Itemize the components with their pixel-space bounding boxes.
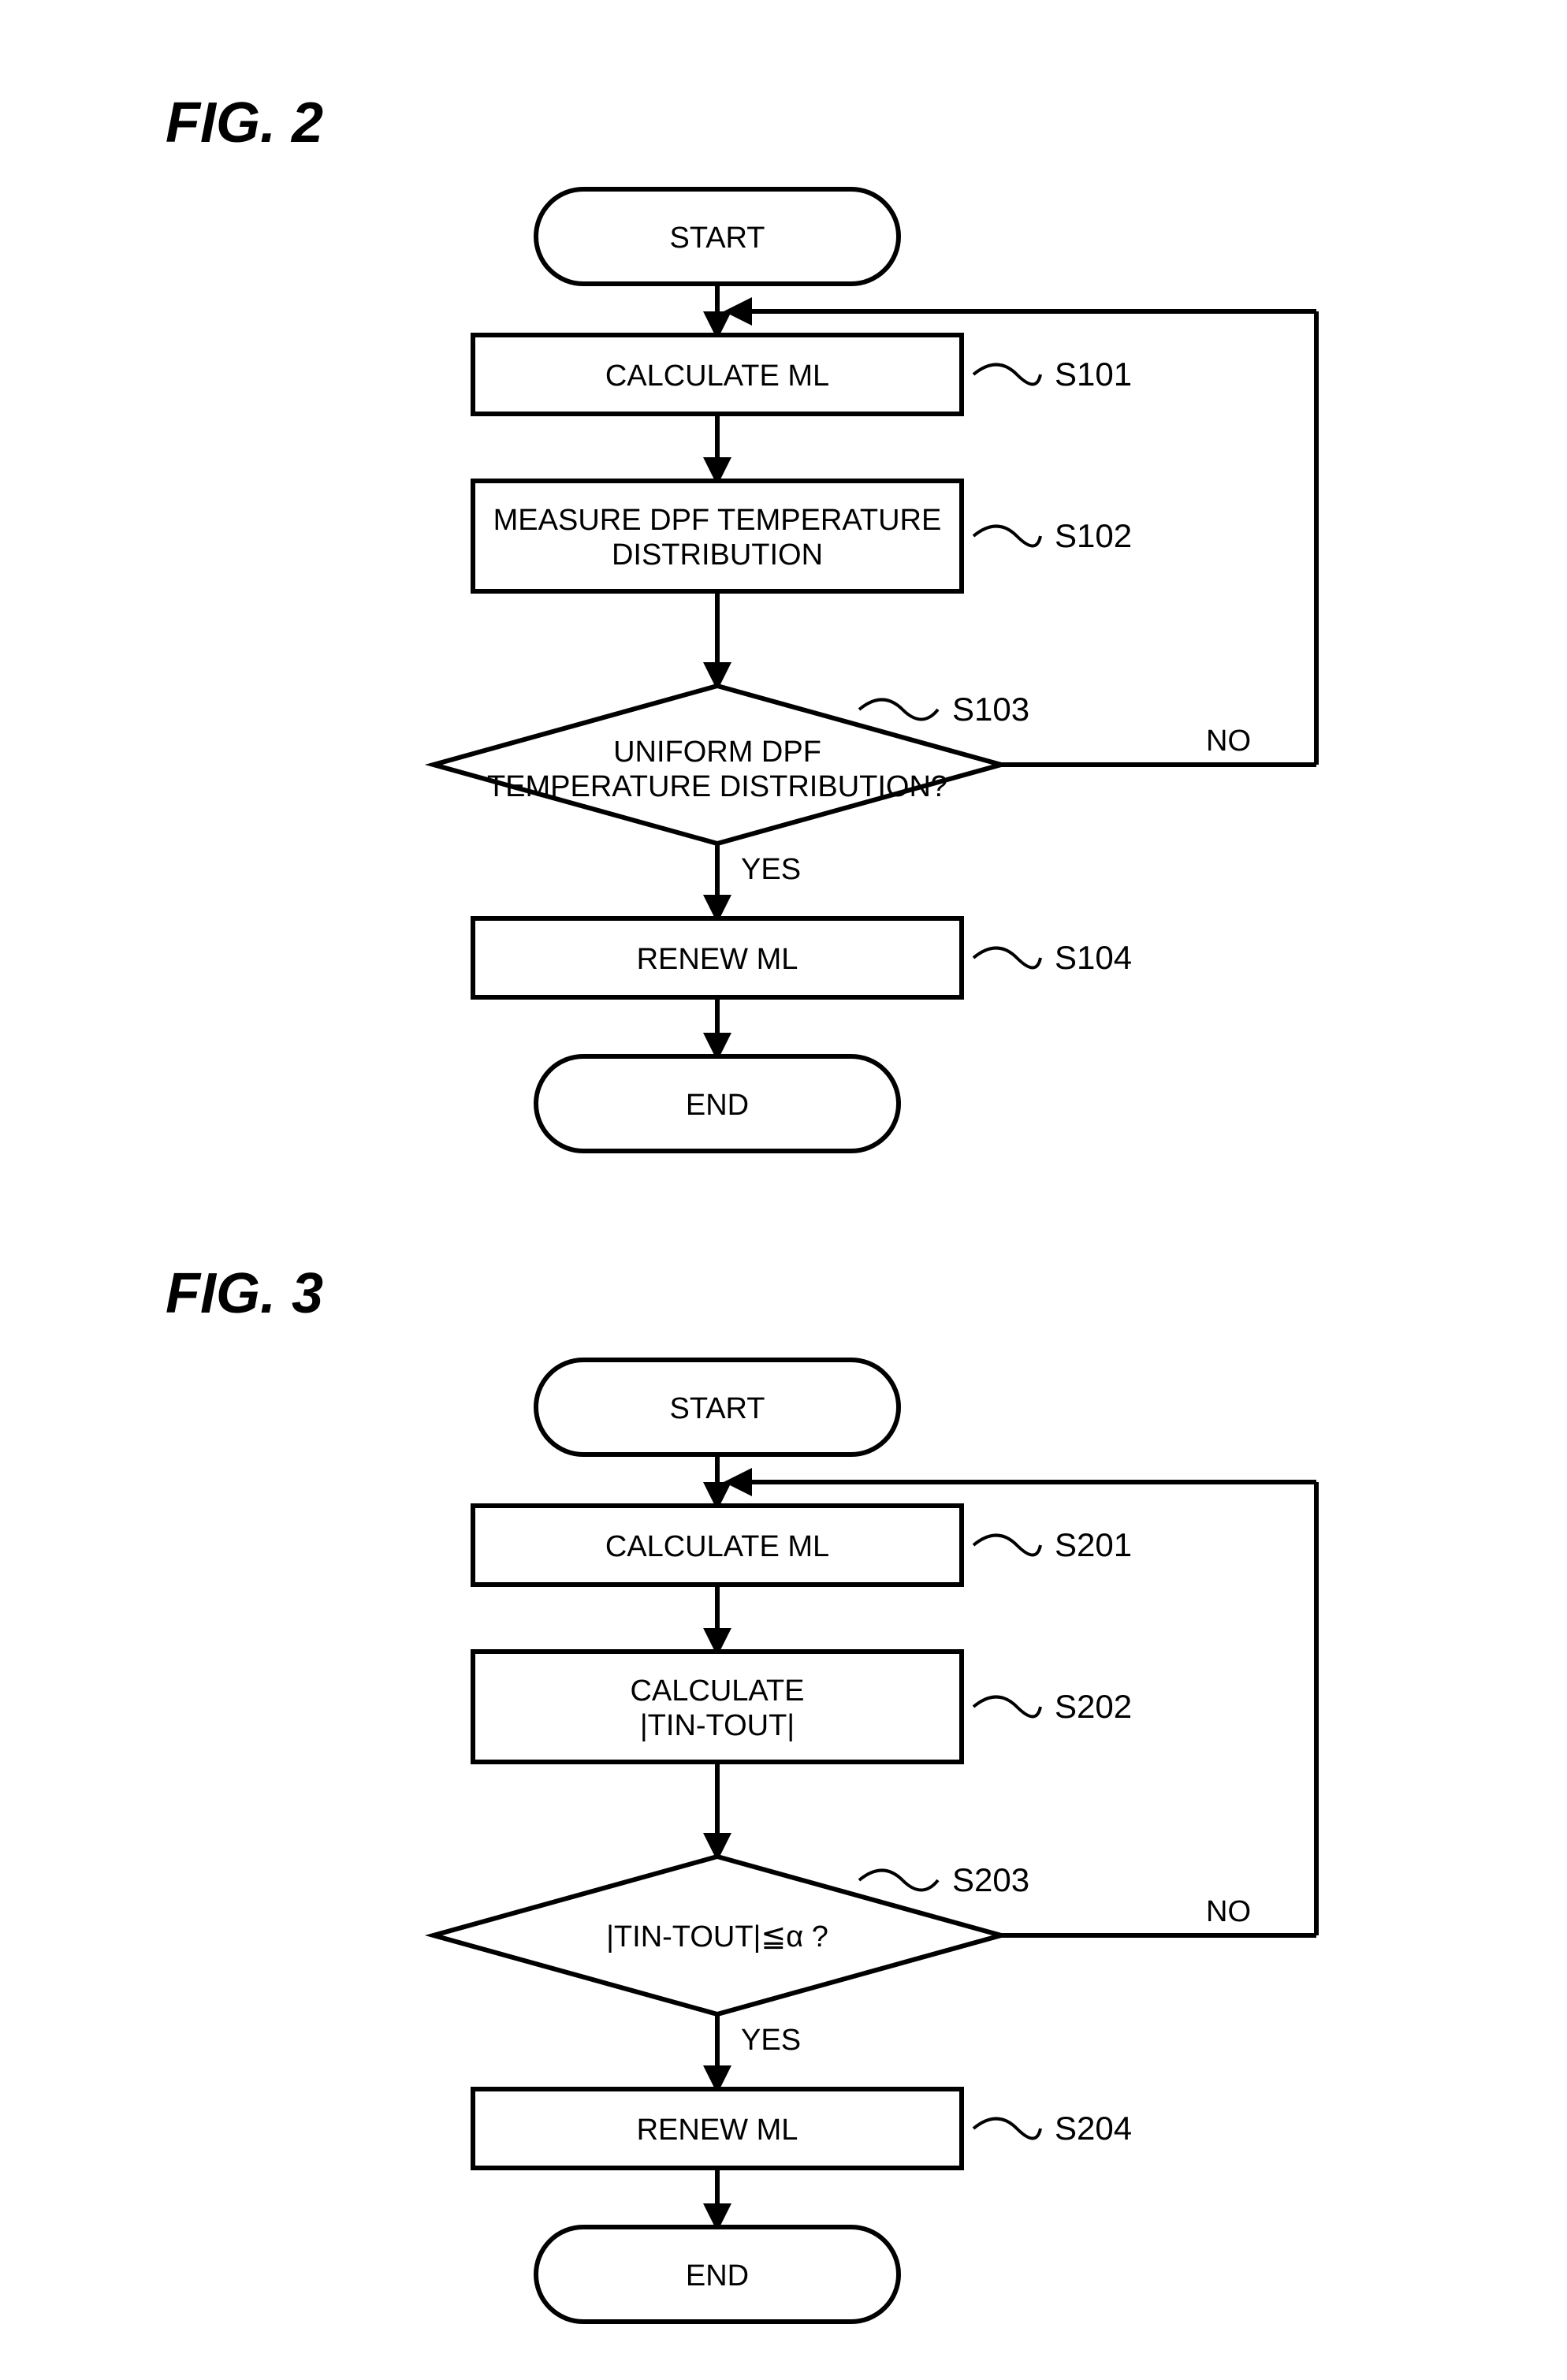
fig2-end-label: END <box>686 1089 749 1122</box>
fig3-decision-leader <box>859 1871 938 1890</box>
fig3-step1-id: S201 <box>1055 1526 1132 1563</box>
fig3-step1-label: CALCULATE ML <box>605 1530 829 1563</box>
fig2-step4-label: RENEW ML <box>637 943 798 976</box>
fig2-step2-label2: DISTRIBUTION <box>612 538 823 572</box>
fig3-step2-id-leader <box>973 1697 1040 1717</box>
fig3-step1-id-leader <box>973 1536 1040 1555</box>
fig3-decision-id: S203 <box>952 1861 1029 1898</box>
fig2-decision-leader <box>859 700 938 720</box>
fig2-step2-id: S102 <box>1055 517 1132 554</box>
fig3-step4-id: S204 <box>1055 2110 1132 2147</box>
fig3-step4-label: RENEW ML <box>637 2114 798 2147</box>
fig2-step2-id-leader <box>973 527 1040 546</box>
fig3-decision-label: |TIN-TOUT|≦α ? <box>606 1920 828 1954</box>
fig3-end-label: END <box>686 2259 749 2292</box>
fig2-yes-label: YES <box>741 853 801 886</box>
fig2-decision-id: S103 <box>952 691 1029 728</box>
fig2-no-label: NO <box>1206 724 1251 758</box>
fig2-step1-label: CALCULATE ML <box>605 359 829 393</box>
fig2-decision-label1: UNIFORM DPF <box>613 736 821 769</box>
fig2-title: FIG. 2 <box>166 91 323 155</box>
fig3-step2-id: S202 <box>1055 1688 1132 1725</box>
fig3-start-label: START <box>669 1392 765 1425</box>
fig2-step1-id: S101 <box>1055 356 1132 393</box>
fig2-start-label: START <box>669 222 765 255</box>
fig2-step2-label1: MEASURE DPF TEMPERATURE <box>493 504 942 537</box>
fig2-decision-label2: TEMPERATURE DISTRIBUTION? <box>487 770 947 803</box>
fig3-step4-id-leader <box>973 2119 1040 2139</box>
fig3-step2-label1: CALCULATE <box>630 1674 804 1708</box>
fig3-no-label: NO <box>1206 1895 1251 1928</box>
fig3-step2-label2: |TIN-TOUT| <box>640 1709 795 1742</box>
fig3-title: FIG. 3 <box>166 1262 323 1325</box>
fig2-step4-id: S104 <box>1055 939 1132 976</box>
fig2-step1-id-leader <box>973 365 1040 385</box>
fig2-step4-id-leader <box>973 948 1040 968</box>
fig3-yes-label: YES <box>741 2024 801 2057</box>
